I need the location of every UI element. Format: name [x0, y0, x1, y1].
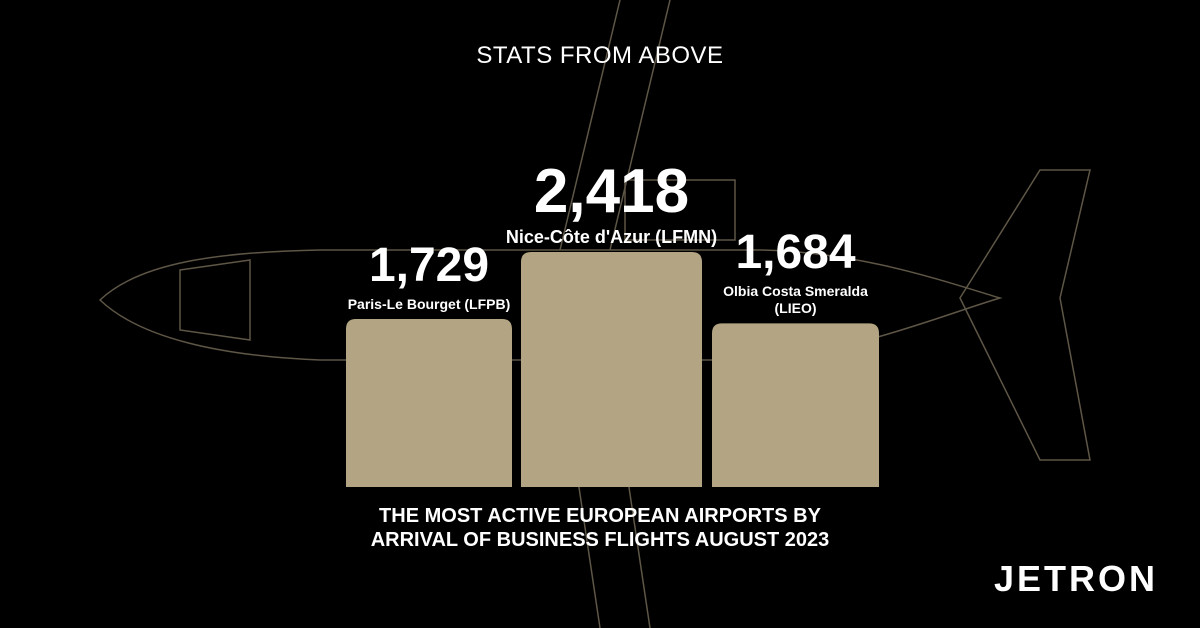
value-label: 2,418	[533, 157, 690, 226]
bar-label: 1,684 Olbia Costa Smeralda (LIEO)	[706, 229, 886, 317]
chart-subtitle: THE MOST ACTIVE EUROPEAN AIRPORTS BY ARR…	[370, 505, 830, 551]
category-label: Olbia Costa Smeralda (LIEO)	[723, 283, 868, 317]
category-label: Paris-Le Bourget (LFPB)	[347, 295, 511, 312]
category-label: Nice-Côte d'Azur (LFMN)	[505, 227, 718, 247]
value-label: 1,684	[735, 226, 856, 280]
value-label: 1,729	[368, 238, 490, 292]
bar	[712, 323, 879, 487]
bar-label: 1,729 Paris-Le Bourget (LFPB)	[309, 238, 549, 313]
chart-title: STATS FROM ABOVE	[476, 42, 724, 69]
plane-outline	[98, 0, 1091, 628]
bar	[346, 318, 512, 487]
brand-logo: JETRON	[993, 558, 1158, 599]
bar	[521, 252, 702, 487]
bar-label: 2,418 Nice-Côte d'Azur (LFMN)	[472, 157, 752, 247]
